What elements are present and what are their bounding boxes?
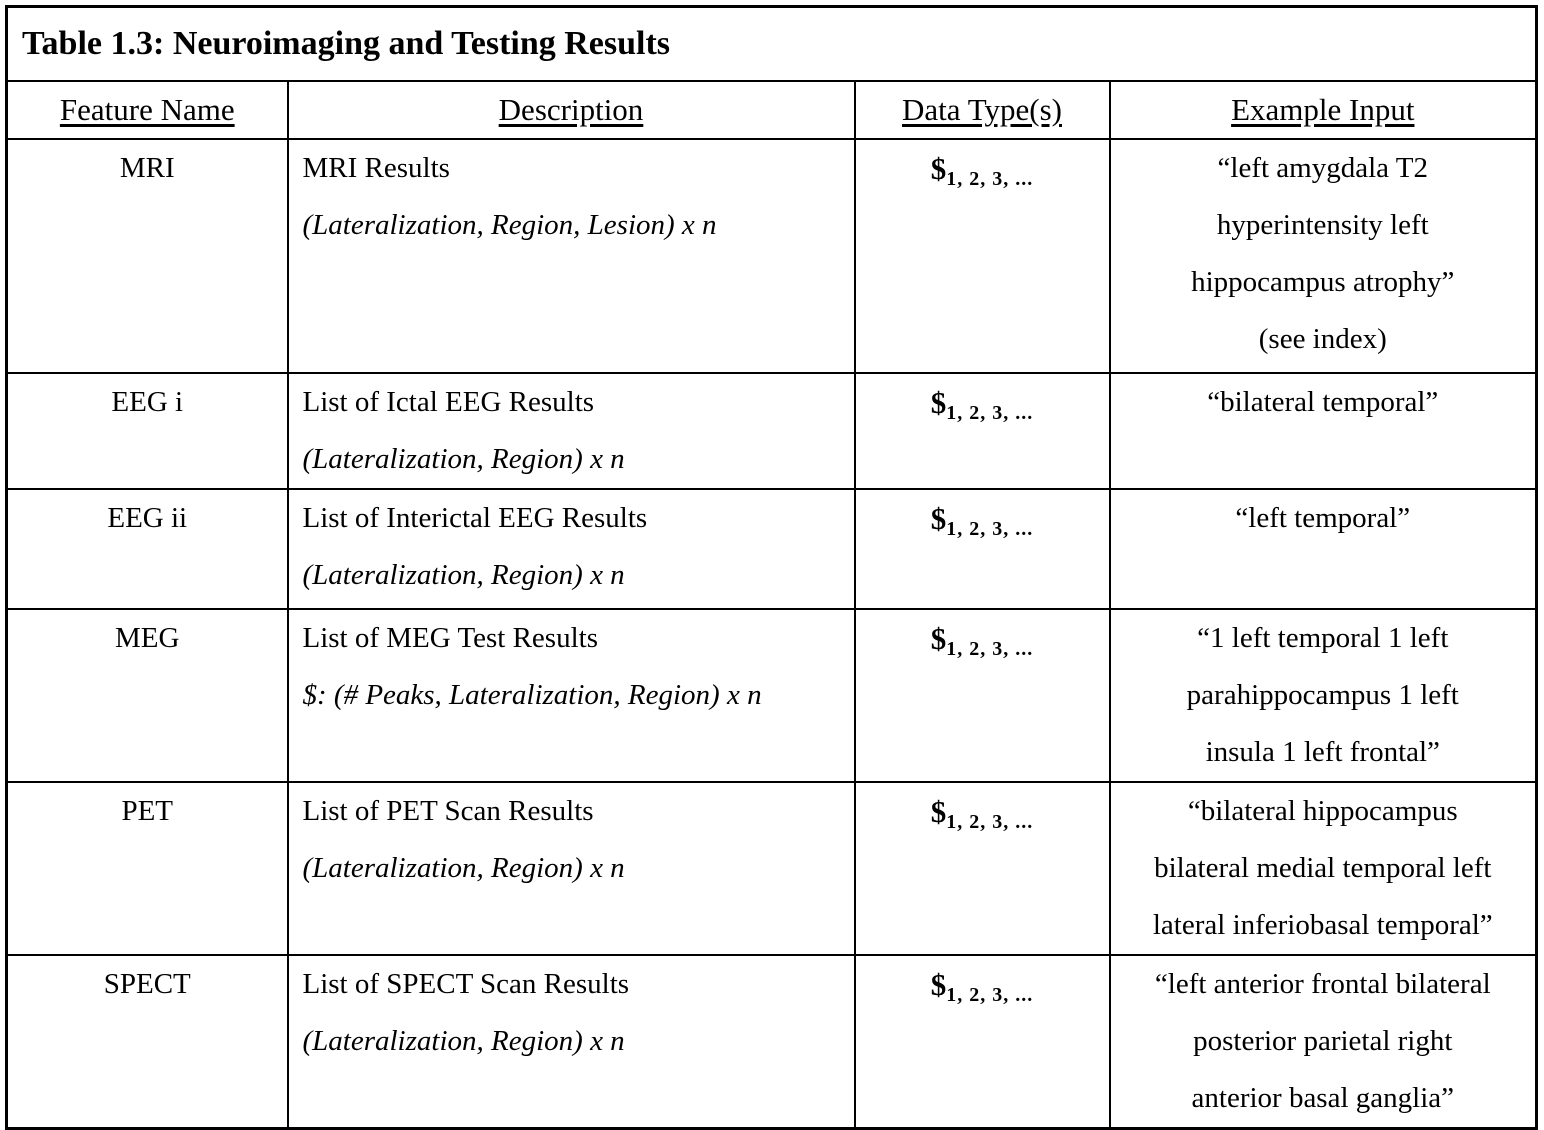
feature-name-cell: PET	[5, 781, 289, 956]
table-row: MEG List of MEG Test Results $: (# Peaks…	[5, 608, 1538, 783]
feature-name-cell: MEG	[5, 608, 289, 783]
feature-name-cell: EEG ii	[5, 488, 289, 610]
example-line: insula 1 left frontal”	[1205, 736, 1440, 768]
example-line: (see index)	[1258, 323, 1387, 355]
feature-name-cell: SPECT	[5, 954, 289, 1130]
column-header-example-input: Example Input	[1108, 80, 1538, 140]
data-type-cell: $1, 2, 3, ...	[853, 138, 1111, 374]
description-main: MRI Results	[302, 152, 450, 184]
description-detail: (Lateralization, Region) x n	[302, 1025, 625, 1057]
description-detail: $: (# Peaks, Lateralization, Region) x n	[302, 679, 762, 711]
column-header-feature-name: Feature Name	[5, 80, 289, 140]
example-line: parahippocampus 1 left	[1186, 679, 1459, 711]
feature-name: PET	[121, 795, 174, 827]
example-line: hippocampus atrophy”	[1191, 266, 1455, 298]
example-line: anterior basal ganglia”	[1191, 1082, 1455, 1114]
description-detail: (Lateralization, Region) x n	[302, 443, 625, 475]
table-title-row: Table 1.3: Neuroimaging and Testing Resu…	[5, 5, 1538, 82]
example-line: posterior parietal right	[1193, 1025, 1453, 1057]
description-cell: List of Interictal EEG Results (Laterali…	[286, 488, 856, 610]
data-type-cell: $1, 2, 3, ...	[853, 488, 1111, 610]
example-line: “1 left temporal 1 left	[1197, 622, 1449, 654]
example-input-cell: “1 left temporal 1 left parahippocampus 1…	[1108, 608, 1538, 783]
example-line: “bilateral hippocampus	[1187, 795, 1458, 827]
column-header-label: Feature Name	[59, 92, 235, 127]
column-header-label: Example Input	[1231, 92, 1415, 127]
data-type-cell: $1, 2, 3, ...	[853, 954, 1111, 1130]
data-type-subscript: 1, 2, 3, ...	[946, 811, 1034, 833]
data-type-symbol: $	[930, 794, 947, 829]
feature-name-cell: MRI	[5, 138, 289, 374]
description-main: List of Ictal EEG Results	[302, 386, 595, 418]
data-type-subscript: 1, 2, 3, ...	[946, 638, 1034, 660]
table-row: EEG ii List of Interictal EEG Results (L…	[5, 488, 1538, 610]
feature-name: MEG	[115, 622, 180, 654]
data-type-cell: $1, 2, 3, ...	[853, 608, 1111, 783]
description-cell: MRI Results (Lateralization, Region, Les…	[286, 138, 856, 374]
data-type-cell: $1, 2, 3, ...	[853, 372, 1111, 490]
table-row: MRI MRI Results (Lateralization, Region,…	[5, 138, 1538, 374]
data-type-subscript: 1, 2, 3, ...	[946, 402, 1034, 424]
results-table: Table 1.3: Neuroimaging and Testing Resu…	[5, 5, 1539, 1130]
description-detail: (Lateralization, Region) x n	[302, 559, 625, 591]
feature-name: EEG i	[111, 386, 184, 418]
data-type-symbol: $	[930, 621, 947, 656]
column-header-description: Description	[286, 80, 856, 140]
table-body: MRI MRI Results (Lateralization, Region,…	[5, 138, 1538, 1130]
column-header-label: Data Type(s)	[902, 92, 1062, 127]
data-type-symbol: $	[930, 385, 947, 420]
table-title: Table 1.3: Neuroimaging and Testing Resu…	[5, 5, 1538, 82]
description-cell: List of SPECT Scan Results (Lateralizati…	[286, 954, 856, 1130]
description-main: List of PET Scan Results	[302, 795, 594, 827]
example-line: “left amygdala T2	[1217, 152, 1428, 184]
data-type-symbol: $	[930, 151, 947, 186]
example-input-cell: “left amygdala T2 hyperintensity left hipp…	[1108, 138, 1538, 374]
example-line: lateral inferiobasal temporal”	[1152, 909, 1493, 941]
table-row: PET List of PET Scan Results (Lateraliza…	[5, 781, 1538, 956]
description-main: List of MEG Test Results	[302, 622, 599, 654]
description-main: List of SPECT Scan Results	[302, 968, 630, 1000]
example-line: hyperintensity left	[1216, 209, 1429, 241]
feature-name: EEG ii	[107, 502, 188, 534]
example-line: “bilateral temporal”	[1207, 386, 1439, 418]
description-cell: List of MEG Test Results $: (# Peaks, La…	[286, 608, 856, 783]
column-header-data-types: Data Type(s)	[853, 80, 1111, 140]
data-type-symbol: $	[930, 501, 947, 536]
data-type-cell: $1, 2, 3, ...	[853, 781, 1111, 956]
description-cell: List of PET Scan Results (Lateralization…	[286, 781, 856, 956]
document-page: Table 1.3: Neuroimaging and Testing Resu…	[5, 5, 1539, 1130]
example-input-cell: “bilateral hippocampus bilateral medial t…	[1108, 781, 1538, 956]
table-row: EEG i List of Ictal EEG Results (Lateral…	[5, 372, 1538, 490]
column-header-label: Description	[498, 92, 644, 127]
data-type-subscript: 1, 2, 3, ...	[946, 984, 1034, 1006]
data-type-subscript: 1, 2, 3, ...	[946, 518, 1034, 540]
feature-name: MRI	[119, 152, 175, 184]
table-header-row: Feature Name Description Data Type(s) Ex…	[5, 80, 1538, 140]
example-line: “left anterior frontal bilateral	[1154, 968, 1491, 1000]
table-row: SPECT List of SPECT Scan Results (Latera…	[5, 954, 1538, 1130]
example-input-cell: “left anterior frontal bilateral posterio…	[1108, 954, 1538, 1130]
example-line: “left temporal”	[1235, 502, 1411, 534]
description-main: List of Interictal EEG Results	[302, 502, 648, 534]
data-type-subscript: 1, 2, 3, ...	[946, 168, 1034, 190]
feature-name-cell: EEG i	[5, 372, 289, 490]
description-detail: (Lateralization, Region) x n	[302, 852, 625, 884]
example-input-cell: “left temporal”	[1108, 488, 1538, 610]
feature-name: SPECT	[103, 968, 191, 1000]
data-type-symbol: $	[930, 967, 947, 1002]
description-cell: List of Ictal EEG Results (Lateralizatio…	[286, 372, 856, 490]
example-line: bilateral medial temporal left	[1154, 852, 1492, 884]
description-detail: (Lateralization, Region, Lesion) x n	[302, 209, 717, 241]
example-input-cell: “bilateral temporal”	[1108, 372, 1538, 490]
